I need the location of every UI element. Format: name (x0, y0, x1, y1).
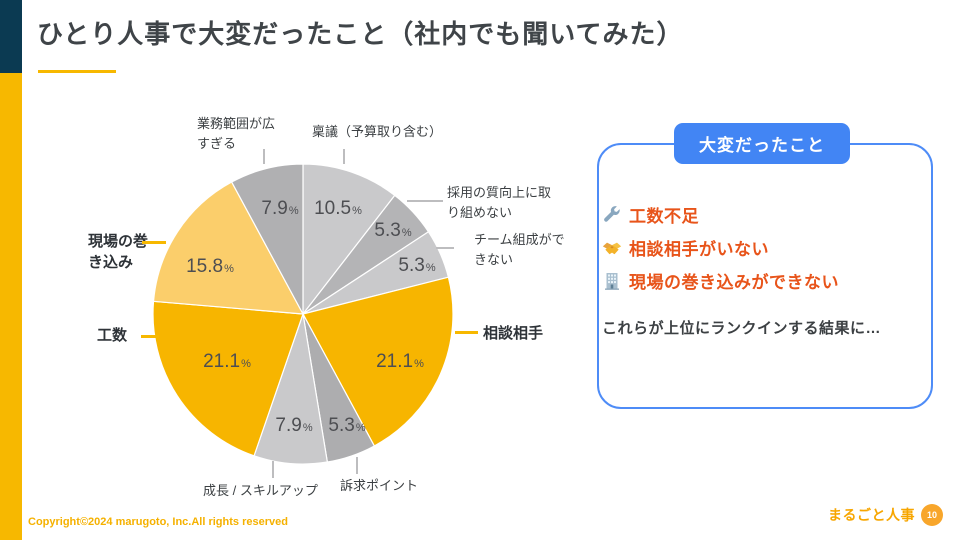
label-connector-line (272, 461, 274, 478)
pie-chart (152, 163, 454, 465)
pie-slice-label: 相談相手 (483, 325, 544, 342)
left-accent-bar-top (0, 0, 22, 73)
summary-item-list: 工数不足相談相手がいない現場の巻き込みができない (602, 202, 839, 293)
pie-percent-label: 10.5% (314, 198, 362, 219)
summary-conclusion: これらが上位にランクインする結果に… (602, 320, 882, 337)
pie-slice-label: 現場の巻き込み (88, 233, 149, 271)
pie-slice-8 (230, 163, 304, 315)
pie-slice-label: 工数 (97, 327, 128, 344)
label-connector-line (407, 200, 443, 202)
pie-percent-label: 21.1% (376, 351, 424, 372)
summary-item: 工数不足 (602, 202, 839, 227)
label-connector-line (141, 335, 159, 338)
copyright-text: Copyright©2024 marugoto, Inc.All rights … (28, 516, 288, 528)
pie-slice-label: 業務範囲が広すぎる (197, 116, 276, 152)
pie-percent-label: 5.3% (374, 220, 412, 241)
pie-percent-label: 7.9% (261, 198, 299, 219)
summary-item: 相談相手がいない (602, 235, 839, 260)
handshake-icon (602, 238, 622, 258)
label-connector-line (142, 241, 166, 244)
summary-panel-header-badge: 大変だったこと (674, 123, 850, 164)
brand-logo: まるごと人事 10 (828, 504, 943, 526)
wrench-icon (602, 205, 622, 225)
label-connector-line (343, 149, 345, 164)
label-connector-line (436, 247, 454, 249)
summary-item-text: 相談相手がいない (629, 240, 769, 259)
page-title: ひとり人事で大変だったこと（社内でも聞いてみた） (37, 19, 684, 49)
pie-percent-label: 7.9% (275, 415, 313, 436)
pie-slice-label: 訴求ポイント (340, 478, 419, 493)
pie-slice-6 (152, 300, 304, 457)
pie-percent-label: 5.3% (398, 255, 436, 276)
pie-percent-label: 21.1% (203, 351, 251, 372)
pie-slice-label: チーム組成ができない (474, 232, 565, 268)
title-underline (38, 70, 116, 73)
pie-slice-label: 採用の質向上に取り組めない (447, 185, 552, 221)
summary-panel-header: 大変だったこと (699, 136, 825, 155)
summary-item-text: 現場の巻き込みができない (629, 273, 839, 292)
summary-item: 現場の巻き込みができない (602, 268, 839, 293)
pie-slice-label: 稟議（予算取り含む） (312, 124, 443, 139)
pie-slice-label: 成長 / スキルアップ (203, 483, 318, 498)
pie-slice-7 (152, 181, 305, 315)
pie-percent-label: 5.3% (328, 415, 366, 436)
left-accent-bar (0, 73, 22, 540)
pie-percent-label: 15.8% (186, 256, 234, 277)
building-icon (602, 271, 622, 291)
pie-slice-0 (302, 163, 396, 316)
label-connector-line (263, 149, 265, 164)
label-connector-line (455, 331, 478, 334)
pie-slice-3 (302, 276, 454, 447)
label-connector-line (356, 457, 358, 474)
page-number-badge: 10 (921, 504, 943, 526)
brand-logo-text: まるごと人事 (828, 507, 915, 523)
summary-item-text: 工数不足 (629, 207, 699, 226)
